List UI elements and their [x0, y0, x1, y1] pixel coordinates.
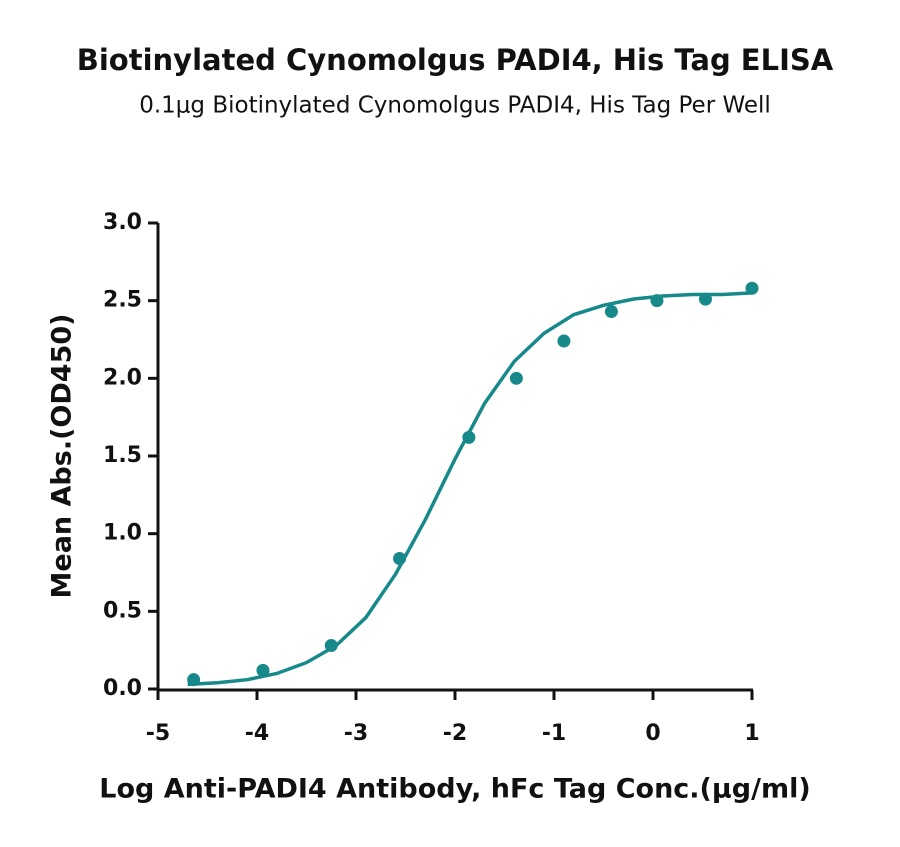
y-tick-label: 1.0 [103, 521, 142, 546]
x-tick-label: -3 [344, 721, 368, 746]
data-point [187, 673, 201, 687]
data-point [393, 552, 407, 566]
y-tick-label: 1.5 [103, 443, 142, 468]
y-tick-label: 2.0 [103, 365, 142, 390]
data-point [745, 281, 759, 295]
y-tick-label: 0.0 [103, 676, 142, 701]
y-tick-label: 2.5 [103, 288, 142, 313]
y-tick-label: 0.5 [103, 598, 142, 623]
y-tick-label: 3.0 [103, 210, 142, 235]
chart-title: Biotinylated Cynomolgus PADI4, His Tag E… [77, 43, 834, 77]
data-point [650, 294, 664, 308]
fit-curve [187, 291, 753, 687]
chart-subtitle: 0.1μg Biotinylated Cynomolgus PADI4, His… [139, 93, 771, 119]
data-point [604, 305, 618, 319]
data-point [324, 639, 338, 653]
data-point [698, 292, 712, 306]
x-tick-label: -1 [542, 721, 566, 746]
x-tick-label: 1 [744, 721, 759, 746]
data-point [256, 663, 270, 677]
data-point [462, 430, 476, 444]
x-tick-label: -4 [245, 721, 269, 746]
x-tick-label: -2 [443, 721, 467, 746]
x-tick-label: -5 [146, 721, 170, 746]
data-point [509, 371, 523, 385]
data-point [557, 334, 571, 348]
x-axis-label: Log Anti-PADI4 Antibody, hFc Tag Conc.(μ… [99, 774, 810, 805]
x-tick-label: 0 [645, 721, 660, 746]
y-axis-label: Mean Abs.(OD450) [47, 314, 78, 599]
